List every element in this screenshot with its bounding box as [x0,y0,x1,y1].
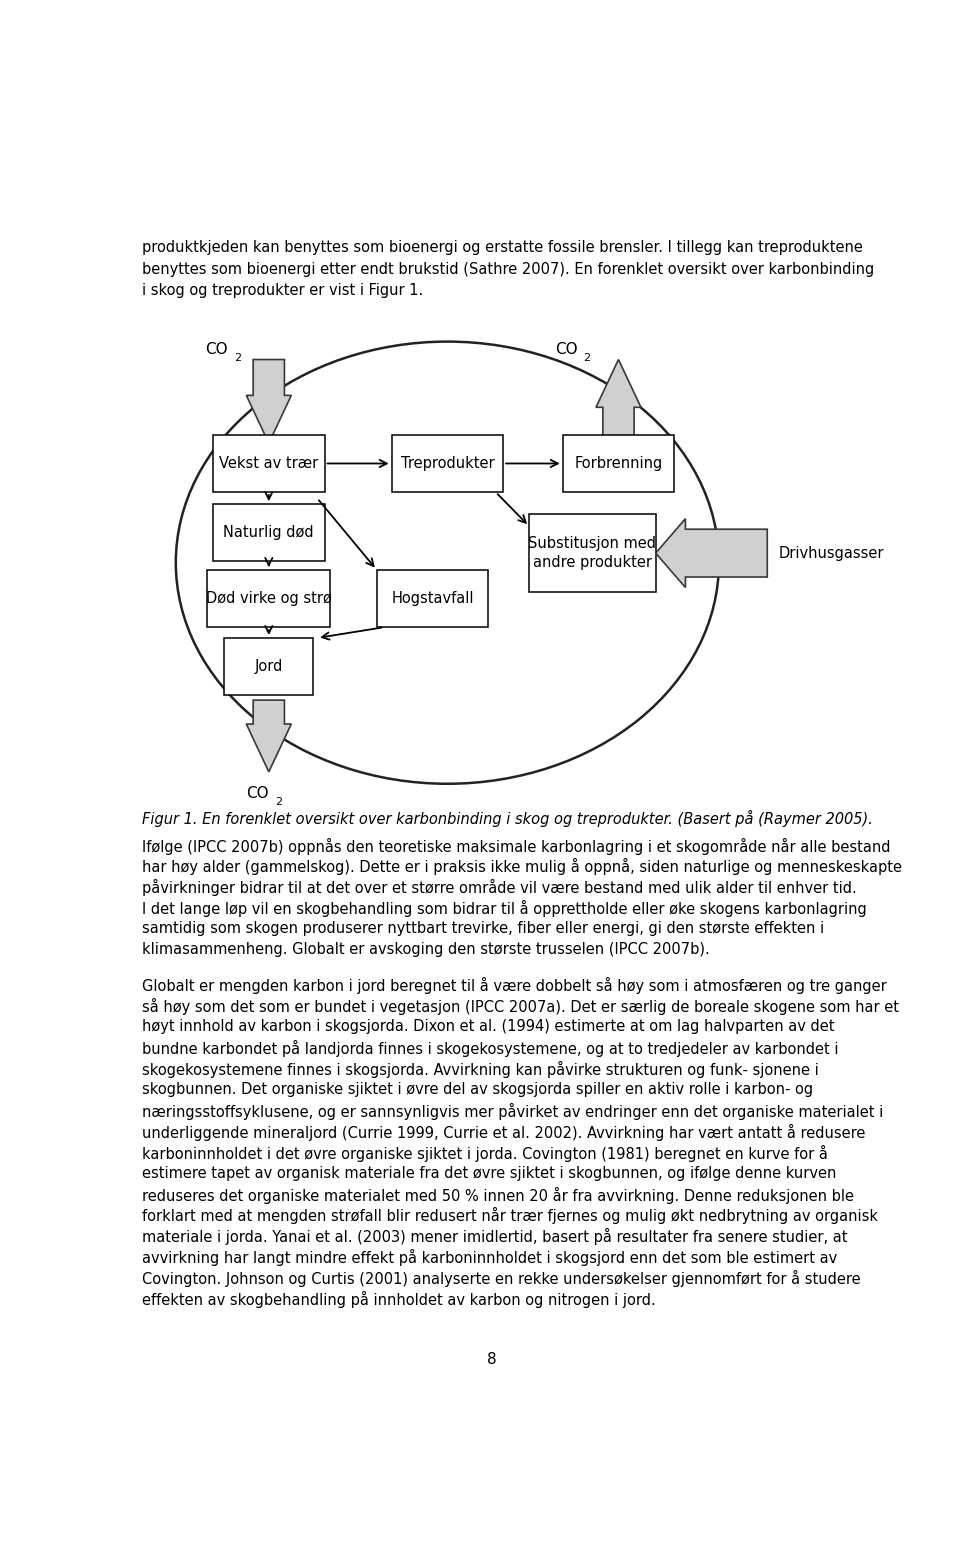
FancyBboxPatch shape [207,570,330,627]
Text: benyttes som bioenergi etter endt brukstid (Sathre 2007). En forenklet oversikt : benyttes som bioenergi etter endt brukst… [142,262,875,276]
Text: Vekst av trær: Vekst av trær [219,456,319,470]
FancyBboxPatch shape [563,435,674,492]
FancyBboxPatch shape [225,638,313,695]
Text: 2: 2 [275,796,282,807]
FancyBboxPatch shape [213,435,324,492]
Text: Jord: Jord [254,660,283,674]
Polygon shape [247,700,291,771]
Text: 2: 2 [234,354,241,363]
Text: forklart med at mengden strøfall blir redusert når trær fjernes og mulig økt ned: forklart med at mengden strøfall blir re… [142,1207,878,1225]
Text: karboninnholdet i det øvre organiske sjiktet i jorda. Covington (1981) beregnet : karboninnholdet i det øvre organiske sji… [142,1145,828,1162]
Text: påvirkninger bidrar til at det over et større område vil være bestand med ulik a: påvirkninger bidrar til at det over et s… [142,880,857,897]
Text: Død virke og strø: Død virke og strø [205,591,332,605]
Text: underliggende mineraljord (Currie 1999, Currie et al. 2002). Avvirkning har vært: underliggende mineraljord (Currie 1999, … [142,1124,866,1141]
Text: Hogstavfall: Hogstavfall [392,591,473,605]
Text: estimere tapet av organisk materiale fra det øvre sjiktet i skogbunnen, og ifølg: estimere tapet av organisk materiale fra… [142,1166,837,1181]
FancyBboxPatch shape [213,504,324,562]
Text: Substitusjon med
andre produkter: Substitusjon med andre produkter [528,535,657,570]
Text: Figur 1. En forenklet oversikt over karbonbinding i skog og treprodukter. (Baser: Figur 1. En forenklet oversikt over karb… [142,810,874,827]
Text: Drivhusgasser: Drivhusgasser [779,546,884,560]
Text: materiale i jorda. Yanai et al. (2003) mener imidlertid, basert på resultater fr: materiale i jorda. Yanai et al. (2003) m… [142,1228,848,1245]
Text: 8: 8 [487,1352,497,1367]
Text: Naturlig død: Naturlig død [224,525,314,540]
Text: skogbunnen. Det organiske sjiktet i øvre del av skogsjorda spiller en aktiv roll: skogbunnen. Det organiske sjiktet i øvre… [142,1082,813,1097]
Text: reduseres det organiske materialet med 50 % innen 20 år fra avvirkning. Denne re: reduseres det organiske materialet med 5… [142,1186,854,1203]
Polygon shape [247,360,291,444]
Text: samtidig som skogen produserer nyttbart trevirke, fiber eller energi, gi den stø: samtidig som skogen produserer nyttbart … [142,922,825,936]
FancyBboxPatch shape [376,570,489,627]
Text: næringsstoffsyklusene, og er sannsynligvis mer påvirket av endringer enn det org: næringsstoffsyklusene, og er sannsynligv… [142,1103,883,1121]
Polygon shape [656,518,767,588]
Text: 2: 2 [584,354,590,363]
Text: har høy alder (gammelskog). Dette er i praksis ikke mulig å oppnå, siden naturli: har høy alder (gammelskog). Dette er i p… [142,858,902,875]
Text: CO: CO [555,343,578,357]
Text: i skog og treprodukter er vist i Figur 1.: i skog og treprodukter er vist i Figur 1… [142,282,423,298]
Text: produktkjeden kan benyttes som bioenergi og erstatte fossile brensler. I tillegg: produktkjeden kan benyttes som bioenergi… [142,241,863,255]
Text: høyt innhold av karbon i skogsjorda. Dixon et al. (1994) estimerte at om lag hal: høyt innhold av karbon i skogsjorda. Dix… [142,1020,835,1034]
Text: Covington. Johnson og Curtis (2001) analyserte en rekke undersøkelser gjennomfør: Covington. Johnson og Curtis (2001) anal… [142,1270,861,1287]
FancyBboxPatch shape [529,514,656,591]
Polygon shape [596,360,641,444]
Text: bundne karbondet på landjorda finnes i skogekosystemene, og at to tredjedeler av: bundne karbondet på landjorda finnes i s… [142,1040,839,1057]
Text: Forbrenning: Forbrenning [574,456,662,470]
Text: CO: CO [247,785,269,801]
Text: Globalt er mengden karbon i jord beregnet til å være dobbelt så høy som i atmosf: Globalt er mengden karbon i jord beregne… [142,978,887,995]
Text: så høy som det som er bundet i vegetasjon (IPCC 2007a). Det er særlig de boreale: så høy som det som er bundet i vegetasjo… [142,998,900,1015]
Text: effekten av skogbehandling på innholdet av karbon og nitrogen i jord.: effekten av skogbehandling på innholdet … [142,1291,656,1308]
Text: Ifølge (IPCC 2007b) oppnås den teoretiske maksimale karbonlagring i et skogområd: Ifølge (IPCC 2007b) oppnås den teoretisk… [142,838,891,855]
Text: klimasammenheng. Globalt er avskoging den største trusselen (IPCC 2007b).: klimasammenheng. Globalt er avskoging de… [142,942,710,958]
Text: skogekosystemene finnes i skogsjorda. Avvirkning kan påvirke strukturen og funk-: skogekosystemene finnes i skogsjorda. Av… [142,1062,819,1079]
Text: Treprodukter: Treprodukter [400,456,494,470]
Text: avvirkning har langt mindre effekt på karboninnholdet i skogsjord enn det som bl: avvirkning har langt mindre effekt på ka… [142,1249,837,1266]
FancyBboxPatch shape [392,435,503,492]
Text: CO: CO [205,343,228,357]
Text: I det lange løp vil en skogbehandling som bidrar til å opprettholde eller øke sk: I det lange løp vil en skogbehandling so… [142,900,867,917]
